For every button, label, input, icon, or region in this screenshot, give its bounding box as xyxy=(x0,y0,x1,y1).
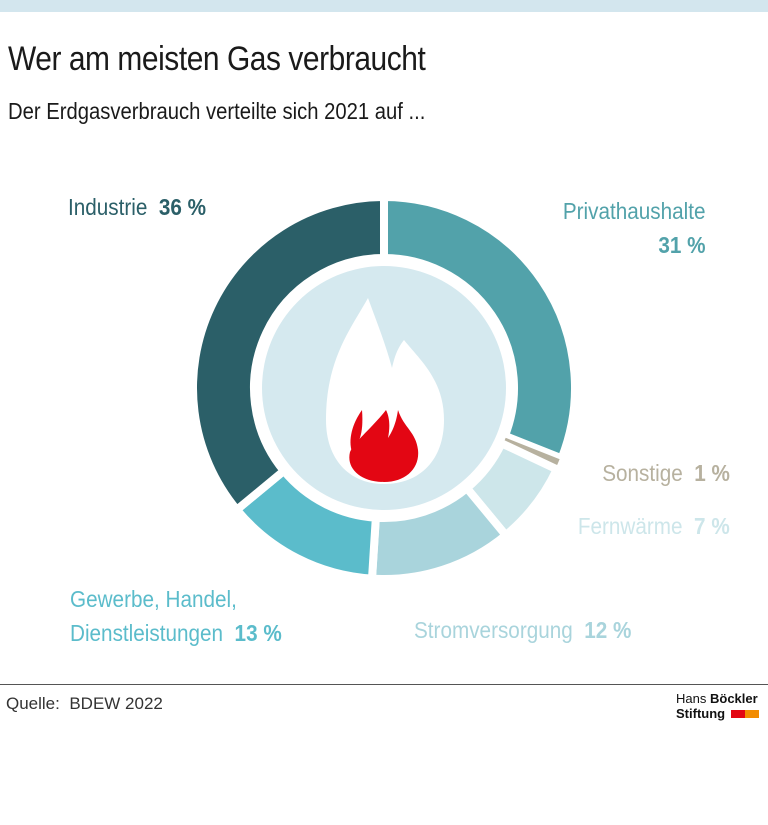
slice-5 xyxy=(189,192,388,516)
label-privathaushalte: Privathaushalte 31 % xyxy=(563,198,706,258)
label-stromversorgung: Stromversorgung 12 % xyxy=(414,617,632,643)
slice-0 xyxy=(380,192,579,464)
flame-icon xyxy=(326,298,444,484)
label-industrie: Industrie 36 % xyxy=(68,194,207,220)
label-gewerbe: Gewerbe, Handel, Dienstleistungen 13 % xyxy=(70,586,282,646)
label-fernwaerme: Fernwärme 7 % xyxy=(578,513,730,539)
footer-divider xyxy=(0,684,768,685)
chart-subtitle: Der Erdgasverbrauch verteilte sich 2021 … xyxy=(8,98,426,124)
chart-title: Wer am meisten Gas verbraucht xyxy=(8,40,426,78)
label-sonstige: Sonstige 1 % xyxy=(602,460,730,486)
logo: Hans Böckler Stiftung xyxy=(676,691,759,721)
donut-chart xyxy=(189,192,579,579)
top-bar xyxy=(0,0,768,12)
source: Quelle: BDEW 2022 xyxy=(6,694,163,713)
